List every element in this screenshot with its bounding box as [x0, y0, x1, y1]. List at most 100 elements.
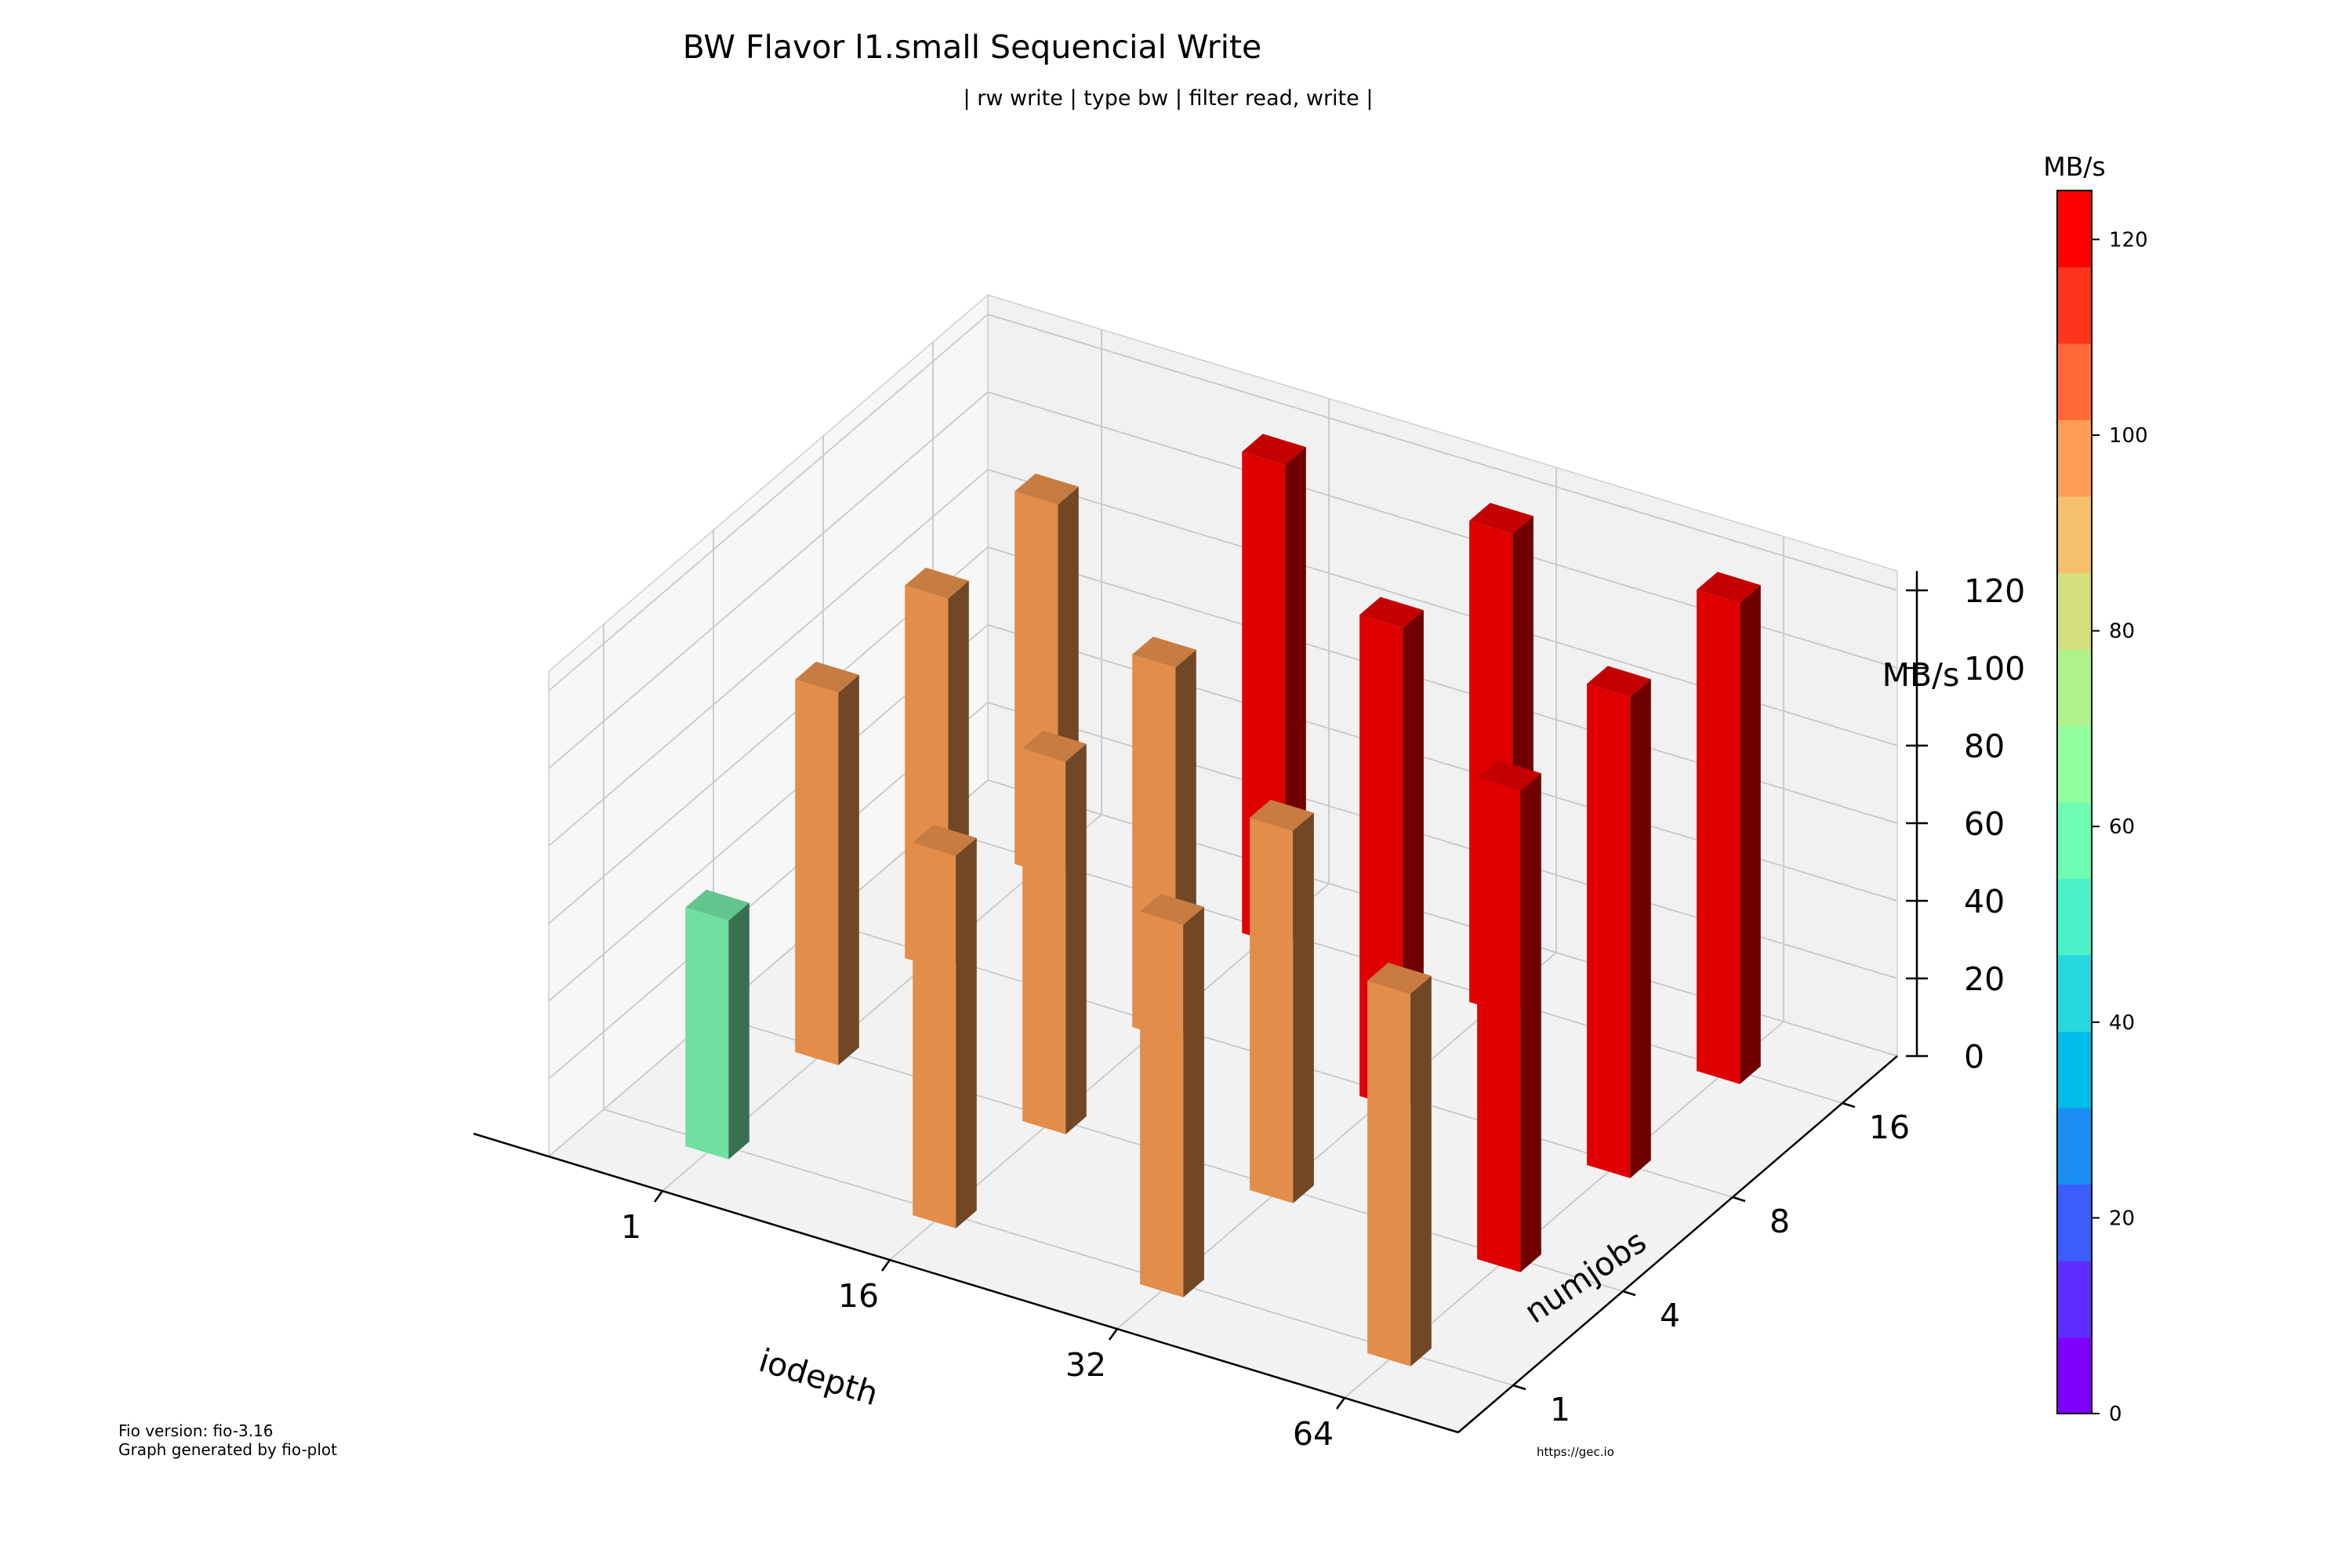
y-axis-line	[1457, 1055, 1898, 1433]
colorbar-segment	[2057, 649, 2092, 726]
bar-side-face	[728, 902, 750, 1160]
bar	[685, 889, 750, 1160]
x-gridline	[889, 398, 1330, 1261]
y-tick	[1622, 1290, 1636, 1297]
bar-front-face	[1477, 778, 1521, 1272]
bar-top-face	[1359, 597, 1424, 628]
colorbar-segment	[2057, 1261, 2092, 1338]
x-tick-label: 1	[621, 1208, 641, 1246]
bar-side-face	[1520, 773, 1541, 1272]
chart-subtitle: | rw write | type bw | filter read, writ…	[964, 86, 1374, 111]
z-tick-label: 20	[1964, 960, 2005, 998]
colorbar-tick-label: 100	[2109, 424, 2148, 448]
bar-side-face	[1410, 975, 1432, 1367]
bar	[1140, 894, 1204, 1298]
bar-top-face	[795, 662, 859, 693]
bar-side-face	[1740, 585, 1761, 1084]
colorbar-segment	[2057, 343, 2092, 420]
colorbar-segment	[2057, 191, 2092, 267]
bar	[1477, 760, 1541, 1272]
bars-group	[685, 434, 1761, 1367]
bar	[1367, 963, 1432, 1367]
colorbar-tick-label: 20	[2109, 1207, 2135, 1230]
bar-top-face	[1367, 963, 1432, 994]
bar-front-face	[1367, 980, 1411, 1367]
colorbar: 0 20 40 60 80 100 120	[2056, 190, 2148, 1426]
z-tick-label: 80	[1964, 728, 2005, 765]
bar-front-face	[1697, 590, 1740, 1084]
x-tick	[653, 1190, 664, 1203]
bar	[1022, 731, 1087, 1134]
grid-lines	[548, 313, 1898, 1399]
bar-side-face	[1065, 743, 1087, 1134]
bar-front-face	[795, 679, 839, 1065]
x-gridline	[1344, 536, 1784, 1399]
bar-top-face	[1477, 760, 1541, 791]
bar-front-face	[913, 842, 956, 1229]
colorbar-segment	[2057, 267, 2092, 344]
x-tick-label: 16	[838, 1277, 879, 1315]
colorbar-segment	[2057, 955, 2092, 1032]
bar-side-face	[956, 837, 977, 1229]
colorbar-segment	[2057, 725, 2092, 803]
bar-top-face	[913, 825, 977, 856]
axis-panes	[547, 293, 1899, 1433]
colorbar-segment	[2057, 1184, 2092, 1261]
generated-by-text: Graph generated by fio-plot	[118, 1440, 338, 1459]
z-tick-label: 0	[1964, 1038, 1984, 1076]
bar-side-face	[1630, 679, 1651, 1178]
bar-top-face	[1469, 503, 1534, 534]
x-tick	[1335, 1397, 1346, 1410]
colorbar-label: MB/s	[2043, 151, 2105, 182]
colorbar-segment	[2057, 496, 2092, 573]
bar-top-face	[1014, 474, 1079, 505]
bar-top-face	[1132, 637, 1196, 668]
footer-url: https://gec.io	[1537, 1445, 1614, 1459]
bar-top-face	[1250, 800, 1314, 831]
z-tick-label: 100	[1964, 650, 2025, 688]
colorbar-segment	[2057, 802, 2092, 879]
bar-top-face	[905, 568, 969, 599]
z-tick-label: 40	[1964, 883, 2005, 920]
bar-top-face	[1697, 572, 1761, 603]
bar-top-face	[685, 889, 750, 921]
fio-version-text: Fio version: fio-3.16	[118, 1421, 274, 1440]
bar-side-face	[1183, 906, 1204, 1298]
colorbar-segment	[2057, 1337, 2092, 1414]
x-gridline	[662, 329, 1102, 1192]
bar-front-face	[1250, 817, 1294, 1203]
bar-side-face	[1293, 812, 1314, 1203]
y-gridline	[603, 624, 1514, 1386]
y-tick	[1732, 1196, 1746, 1203]
z-gridline	[548, 313, 1898, 691]
bar	[795, 662, 859, 1065]
bar	[913, 825, 977, 1229]
axes-group: 1 16 32 64 1 4 8 16 0 20 40 60 80 100 120	[473, 571, 2025, 1453]
z-gridline	[548, 468, 1898, 847]
colorbar-tick-label: 80	[2109, 620, 2135, 644]
bar-front-face	[1140, 911, 1184, 1298]
z-gridline	[548, 390, 1898, 769]
y-tick-label: 8	[1769, 1203, 1790, 1240]
x-tick	[1108, 1328, 1119, 1341]
colorbar-segment	[2057, 1108, 2092, 1185]
z-tick-label: 120	[1964, 572, 2025, 610]
colorbar-tick-label: 40	[2109, 1011, 2135, 1035]
bar-front-face	[1587, 684, 1631, 1178]
x-tick	[880, 1259, 891, 1272]
bar	[1250, 800, 1314, 1203]
colorbar-frame	[2056, 190, 2092, 1414]
bar	[1697, 572, 1761, 1084]
footer-info: Fio version: fio-3.16 Graph generated by…	[118, 1421, 337, 1459]
colorbar-segment	[2057, 572, 2092, 650]
bar-side-face	[838, 674, 859, 1065]
x-tick-label: 64	[1293, 1415, 1334, 1453]
colorbar-tick-label: 120	[2109, 228, 2148, 252]
x-axis-line	[473, 1132, 1459, 1434]
bar-top-face	[1587, 666, 1651, 697]
colorbar-tick-label: 60	[2109, 815, 2135, 839]
z-tick-label: 60	[1964, 805, 2005, 843]
y-tick-label: 4	[1660, 1297, 1680, 1334]
bar-top-face	[1140, 894, 1204, 925]
